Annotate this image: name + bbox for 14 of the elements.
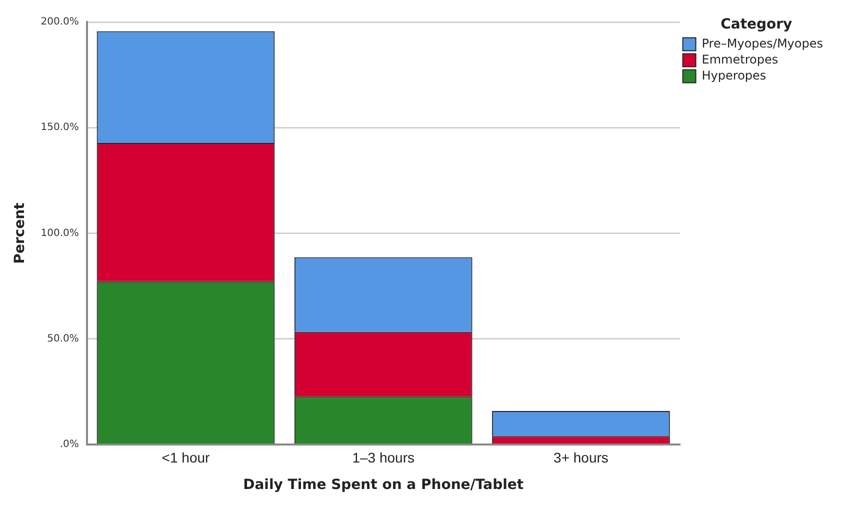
y-tick-label: 100.0% xyxy=(40,228,79,239)
y-axis-title: Percent xyxy=(12,202,28,264)
y-tick-label: 50.0% xyxy=(47,333,79,344)
legend-label: Emmetropes xyxy=(702,52,778,66)
x-tick-label: 1–3 hours xyxy=(352,450,414,466)
legend-label: Hyperopes xyxy=(702,68,766,82)
legend-label: Pre–Myopes/Myopes xyxy=(702,36,823,50)
legend-title: Category xyxy=(720,16,792,33)
x-axis-title: Daily Time Spent on a Phone/Tablet xyxy=(243,477,524,494)
y-tick-label: 150.0% xyxy=(40,122,79,134)
y-tick-label: .0% xyxy=(60,438,79,450)
x-tick-label: <1 hour xyxy=(162,450,210,466)
x-tick-label: 3+ hours xyxy=(554,450,608,466)
y-tick-label: 200.0% xyxy=(40,16,79,28)
